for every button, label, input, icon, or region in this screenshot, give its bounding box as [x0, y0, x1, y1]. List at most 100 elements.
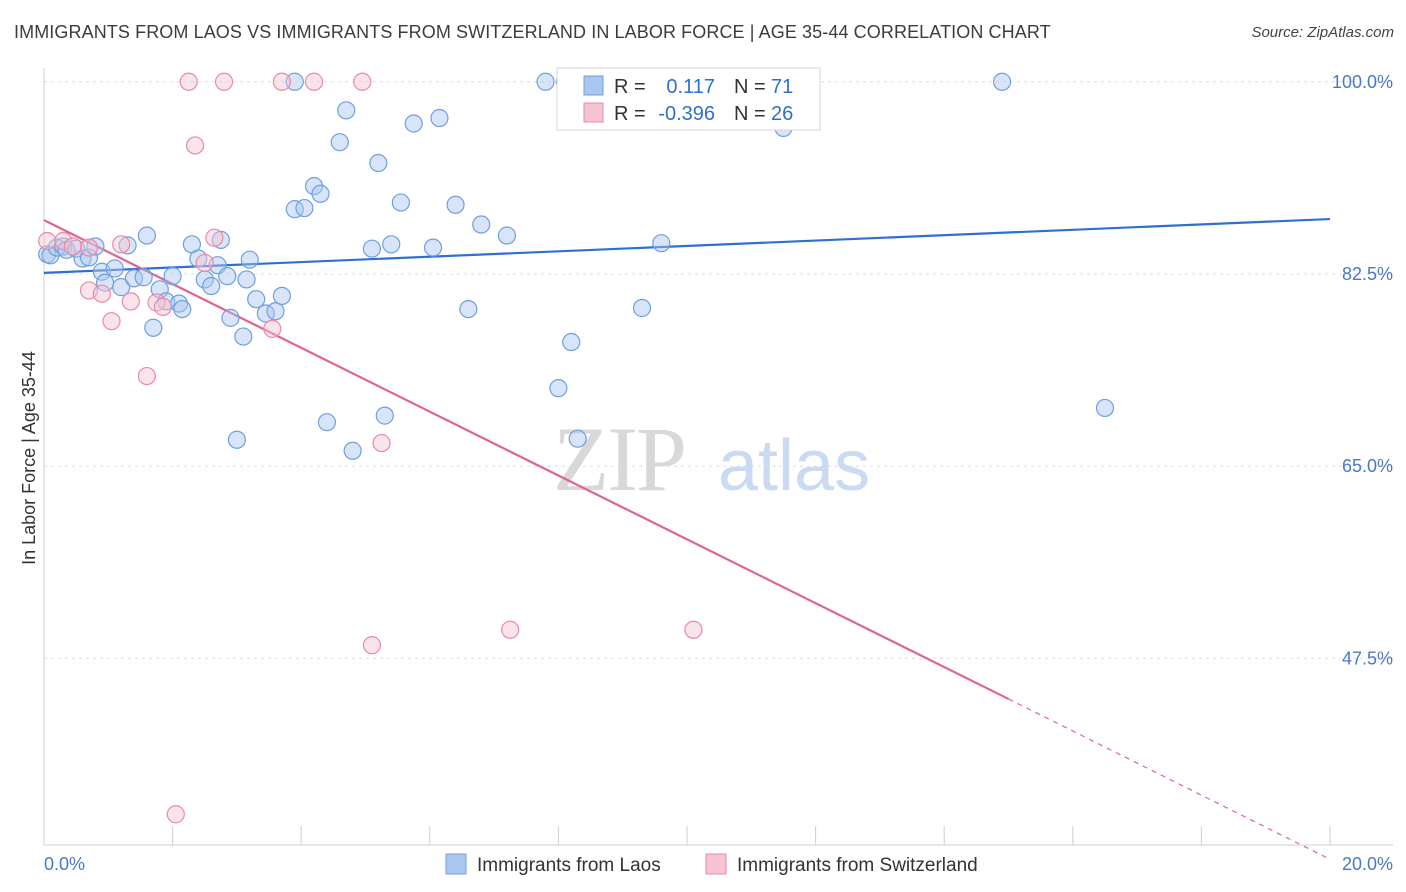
switzerland-swatch	[583, 102, 604, 123]
source-credit: Source: ZipAtlas.com	[1251, 24, 1394, 41]
laos-point	[118, 236, 137, 255]
laos-point	[202, 276, 221, 296]
x-tick-label-min: 0.0%	[44, 854, 85, 874]
laos-point	[337, 101, 356, 120]
laos-point	[221, 308, 240, 327]
laos-point	[134, 268, 153, 287]
laos-r-value: 0.117	[666, 76, 715, 98]
switzerland-point	[166, 805, 185, 824]
switzerland-point	[353, 72, 372, 91]
laos-point	[266, 302, 285, 321]
switzerland-r-label: R =	[614, 103, 646, 125]
laos-point	[86, 237, 105, 256]
laos-point	[568, 429, 587, 448]
laos-point	[562, 332, 581, 352]
laos-point	[272, 286, 292, 306]
laos-point	[95, 273, 115, 292]
laos-point	[632, 298, 652, 318]
switzerland-point	[112, 235, 131, 254]
switzerland-trend-line-extension	[1008, 698, 1331, 860]
legend-switzerland-swatch	[705, 853, 727, 875]
y-tick-label: 65.0%	[1342, 456, 1393, 476]
switzerland-point	[205, 228, 224, 247]
x-tick-label-max: 20.0%	[1342, 854, 1393, 874]
y-tick-label: 47.5%	[1342, 648, 1393, 668]
switzerland-point	[684, 620, 703, 639]
laos-point	[423, 238, 443, 257]
laos-point	[295, 198, 314, 218]
switzerland-point	[195, 253, 214, 273]
laos-point	[218, 267, 237, 286]
switzerland-trend-line	[43, 219, 1009, 700]
y-tick-label: 100.0%	[1332, 72, 1393, 92]
switzerland-point	[38, 231, 57, 251]
switzerland-point	[137, 366, 156, 386]
switzerland-point	[186, 136, 205, 155]
switzerland-point	[501, 620, 520, 639]
x-tick-labels: 0.0% 20.0%	[44, 854, 1393, 874]
switzerland-point	[92, 284, 111, 303]
gridlines	[44, 81, 1393, 659]
laos-point	[163, 267, 182, 286]
y-tick-label: 82.5%	[1342, 264, 1393, 284]
laos-point	[446, 195, 465, 214]
laos-point	[369, 153, 388, 173]
laos-point	[536, 72, 555, 91]
watermark-atlas: atlas	[718, 426, 870, 506]
legend-switzerland-label: Immigrants from Switzerland	[737, 855, 978, 876]
laos-point	[1095, 398, 1115, 418]
laos-trend-line	[43, 217, 1331, 274]
switzerland-point	[304, 72, 324, 91]
laos-point	[652, 234, 671, 253]
laos-point	[73, 249, 92, 268]
laos-point	[173, 299, 192, 319]
laos-n-label: N =	[734, 76, 766, 98]
switzerland-point	[372, 433, 391, 453]
laos-point	[227, 430, 246, 449]
laos-point	[79, 248, 99, 267]
laos-point	[382, 235, 401, 254]
laos-n-value: 71	[771, 76, 793, 98]
axes	[43, 68, 1393, 846]
laos-point	[375, 406, 394, 425]
laos-point	[317, 413, 337, 432]
laos-point	[549, 379, 568, 398]
laos-point	[472, 215, 491, 234]
laos-point	[459, 299, 478, 319]
laos-point	[137, 226, 156, 245]
switzerland-n-value: 26	[771, 103, 793, 125]
switzerland-r-value: -0.396	[658, 103, 715, 125]
chart-title: IMMIGRANTS FROM LAOS VS IMMIGRANTS FROM …	[14, 22, 1051, 42]
switzerland-point	[362, 636, 382, 655]
switzerland-point	[54, 231, 73, 251]
switzerland-point	[102, 312, 121, 331]
switzerland-point	[214, 72, 234, 91]
watermark-zip: ZIP	[553, 408, 685, 510]
legend-laos-label: Immigrants from Laos	[477, 855, 661, 876]
laos-point	[124, 269, 144, 288]
laos-point	[391, 193, 410, 212]
laos-point	[144, 318, 163, 337]
switzerland-n-label: N =	[734, 103, 766, 125]
stats-legend: R = 0.117 N = 71 R = -0.396 N = 26	[556, 67, 821, 131]
laos-point	[247, 290, 266, 309]
switzerland-point	[121, 292, 140, 311]
data-points	[38, 72, 1115, 824]
watermark: ZIP atlas	[553, 408, 870, 510]
laos-point	[285, 72, 304, 91]
laos-point	[105, 259, 124, 278]
laos-point	[234, 327, 253, 346]
switzerland-point	[153, 297, 173, 316]
switzerland-point	[79, 238, 99, 257]
y-tick-labels: 47.5% 65.0% 82.5% 100.0%	[1332, 72, 1393, 669]
switzerland-point	[263, 319, 282, 338]
laos-point	[404, 114, 423, 133]
laos-r-label: R =	[614, 76, 646, 98]
switzerland-point	[179, 72, 198, 91]
laos-point	[240, 250, 259, 269]
legend-laos-swatch	[445, 853, 467, 875]
bottom-legend: Immigrants from Laos Immigrants from Swi…	[445, 853, 978, 876]
laos-point	[992, 72, 1012, 91]
switzerland-point	[272, 72, 292, 91]
